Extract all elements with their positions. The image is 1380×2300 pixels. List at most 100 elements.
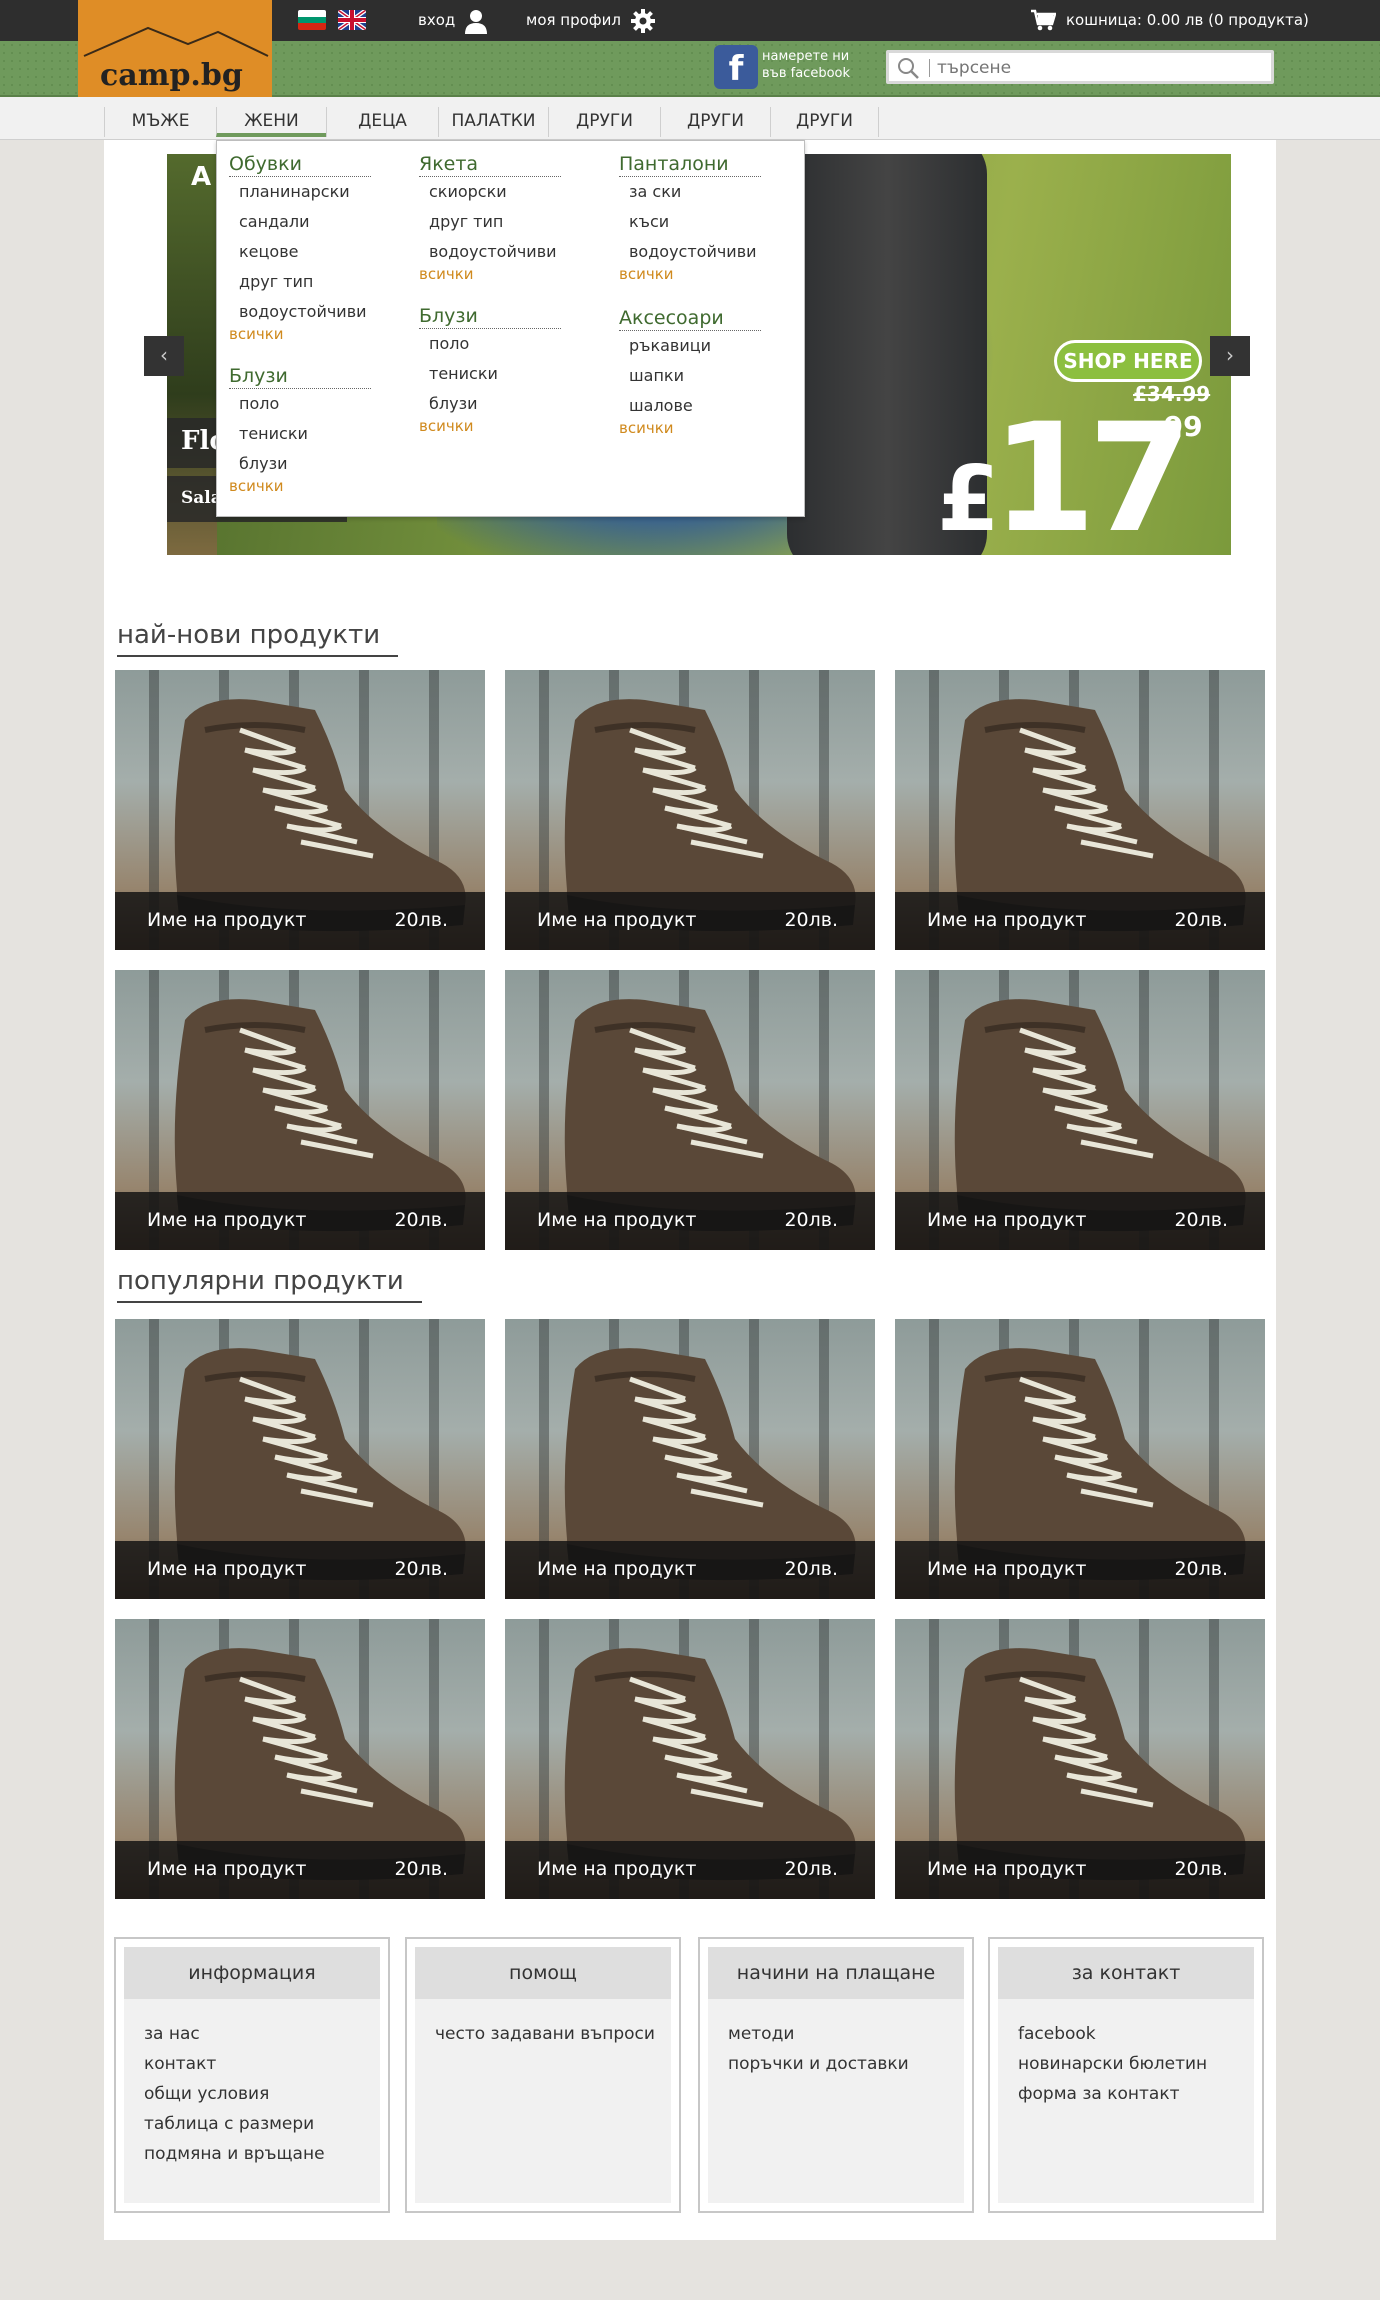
dd-item[interactable]: друг тип bbox=[239, 272, 314, 291]
nav-item-other-1[interactable]: ДРУГИ bbox=[548, 107, 660, 137]
login-link[interactable]: вход bbox=[418, 11, 456, 29]
dd-item[interactable]: кецове bbox=[239, 242, 299, 261]
facebook-icon[interactable]: f bbox=[714, 45, 758, 89]
product-card[interactable]: Име на продукт 20лв. bbox=[895, 970, 1265, 1250]
footer-link[interactable]: често задавани въпроси bbox=[435, 2024, 655, 2044]
footer-link[interactable]: общи условия bbox=[144, 2084, 270, 2104]
dd-heading[interactable]: Обувки bbox=[229, 153, 371, 177]
user-icon[interactable] bbox=[462, 7, 490, 35]
dd-item[interactable]: блузи bbox=[429, 394, 478, 413]
dd-item[interactable]: за ски bbox=[629, 182, 682, 201]
dd-all-link[interactable]: всички bbox=[619, 265, 674, 283]
site-logo[interactable]: camp.bg bbox=[78, 0, 272, 97]
product-caption: Име на продукт 20лв. bbox=[895, 1841, 1265, 1899]
product-name[interactable]: Име на продукт bbox=[147, 1558, 307, 1580]
dd-all-link[interactable]: всички bbox=[229, 477, 284, 495]
dd-item[interactable]: водоустойчиви bbox=[239, 302, 367, 321]
dd-item[interactable]: тениски bbox=[239, 424, 308, 443]
dd-all-link[interactable]: всички bbox=[229, 325, 284, 343]
dd-heading[interactable]: Якета bbox=[419, 153, 561, 177]
footer-link[interactable]: facebook bbox=[1018, 2024, 1096, 2044]
footer-link[interactable]: за нас bbox=[144, 2024, 200, 2044]
dd-heading[interactable]: Блузи bbox=[419, 305, 561, 329]
search-icon[interactable] bbox=[897, 57, 919, 79]
dd-group-pants: Панталони за ски къси водоустойчиви всич… bbox=[619, 153, 761, 285]
product-name[interactable]: Име на продукт bbox=[927, 1209, 1087, 1231]
product-name[interactable]: Име на продукт bbox=[537, 909, 697, 931]
dd-item[interactable]: сандали bbox=[239, 212, 310, 231]
nav-item-tents[interactable]: ПАЛАТКИ bbox=[438, 107, 548, 137]
product-card[interactable]: Име на продукт 20лв. bbox=[115, 1319, 485, 1599]
product-card[interactable]: Име на продукт 20лв. bbox=[505, 670, 875, 950]
dd-item[interactable]: шапки bbox=[629, 366, 684, 385]
nav-item-men[interactable]: МЪЖЕ bbox=[104, 107, 216, 137]
carousel-next-button[interactable]: › bbox=[1210, 336, 1250, 376]
product-name[interactable]: Име на продукт bbox=[927, 909, 1087, 931]
product-name[interactable]: Име на продукт bbox=[927, 1858, 1087, 1880]
dd-heading[interactable]: Блузи bbox=[229, 365, 371, 389]
footer-link[interactable]: методи bbox=[728, 2024, 795, 2044]
product-card[interactable]: Име на продукт 20лв. bbox=[115, 1619, 485, 1899]
footer-link[interactable]: форма за контакт bbox=[1018, 2084, 1180, 2104]
product-card[interactable]: Име на продукт 20лв. bbox=[505, 970, 875, 1250]
footer-payment-box: начини на плащане методи поръчки и доставк… bbox=[698, 1937, 974, 2213]
dd-group-blouses-1: Блузи поло тениски блузи всички bbox=[229, 365, 371, 497]
nav-item-kids[interactable]: ДЕЦА bbox=[326, 107, 438, 137]
nav-item-other-2[interactable]: ДРУГИ bbox=[660, 107, 770, 137]
bulgarian-flag-icon[interactable] bbox=[298, 10, 326, 30]
product-name[interactable]: Име на продукт bbox=[537, 1209, 697, 1231]
newest-products-title: най-нови продукти bbox=[117, 620, 399, 657]
dd-heading[interactable]: Панталони bbox=[619, 153, 761, 177]
footer-link[interactable]: контакт bbox=[144, 2054, 217, 2074]
cart-icon[interactable] bbox=[1030, 8, 1056, 32]
mountain-logo-icon bbox=[83, 26, 269, 57]
nav-item-other-3[interactable]: ДРУГИ bbox=[770, 107, 878, 137]
product-price: 20лв. bbox=[394, 1858, 448, 1880]
product-card[interactable]: Име на продукт 20лв. bbox=[115, 670, 485, 950]
product-card[interactable]: Име на продукт 20лв. bbox=[895, 670, 1265, 950]
dd-item[interactable]: планинарски bbox=[239, 182, 350, 201]
dd-item[interactable]: друг тип bbox=[429, 212, 504, 231]
product-name[interactable]: Име на продукт bbox=[927, 1558, 1087, 1580]
dd-item[interactable]: поло bbox=[239, 394, 280, 413]
dd-item[interactable]: къси bbox=[629, 212, 670, 231]
footer-link[interactable]: подмяна и връщане bbox=[144, 2144, 325, 2164]
footer-link[interactable]: новинарски бюлетин bbox=[1018, 2054, 1208, 2074]
dd-all-link[interactable]: всички bbox=[619, 419, 674, 437]
dd-all-link[interactable]: всички bbox=[419, 265, 474, 283]
dd-item[interactable]: шалове bbox=[629, 396, 693, 415]
uk-flag-icon[interactable] bbox=[338, 10, 366, 30]
dd-item[interactable]: водоустойчиви bbox=[429, 242, 557, 261]
facebook-link[interactable]: намерете ни във facebook bbox=[762, 48, 850, 82]
banner-price-cents: .99 bbox=[1153, 410, 1203, 443]
footer-box-title: начини на плащане bbox=[708, 1947, 964, 1999]
product-card[interactable]: Име на продукт 20лв. bbox=[505, 1619, 875, 1899]
dd-item[interactable]: поло bbox=[429, 334, 470, 353]
dd-item[interactable]: скиорски bbox=[429, 182, 507, 201]
carousel-prev-button[interactable]: ‹ bbox=[144, 336, 184, 376]
product-name[interactable]: Име на продукт bbox=[537, 1858, 697, 1880]
dd-all-link[interactable]: всички bbox=[419, 417, 474, 435]
product-name[interactable]: Име на продукт bbox=[147, 909, 307, 931]
product-name[interactable]: Име на продукт bbox=[147, 1858, 307, 1880]
dd-item[interactable]: водоустойчиви bbox=[629, 242, 757, 261]
footer-links: методи поръчки и доставки bbox=[708, 1999, 964, 2079]
dd-item[interactable]: блузи bbox=[239, 454, 288, 473]
dd-heading[interactable]: Аксесоари bbox=[619, 307, 761, 331]
nav-item-women[interactable]: ЖЕНИ bbox=[216, 107, 326, 137]
product-name[interactable]: Име на продукт bbox=[537, 1558, 697, 1580]
product-name[interactable]: Име на продукт bbox=[147, 1209, 307, 1231]
search-input[interactable] bbox=[937, 55, 1257, 81]
footer-link[interactable]: таблица с размери bbox=[144, 2114, 315, 2134]
dd-item[interactable]: ръкавици bbox=[629, 336, 712, 355]
dd-item[interactable]: тениски bbox=[429, 364, 498, 383]
cart-summary[interactable]: кошница: 0.00 лв (0 продукта) bbox=[1066, 11, 1309, 29]
product-card[interactable]: Име на продукт 20лв. bbox=[895, 1619, 1265, 1899]
shop-here-button[interactable]: SHOP HERE bbox=[1054, 340, 1202, 382]
product-card[interactable]: Име на продукт 20лв. bbox=[895, 1319, 1265, 1599]
product-card[interactable]: Име на продукт 20лв. bbox=[115, 970, 485, 1250]
product-card[interactable]: Име на продукт 20лв. bbox=[505, 1319, 875, 1599]
profile-link[interactable]: моя профил bbox=[526, 11, 621, 29]
footer-link[interactable]: поръчки и доставки bbox=[728, 2054, 909, 2074]
gear-icon[interactable] bbox=[630, 8, 656, 34]
